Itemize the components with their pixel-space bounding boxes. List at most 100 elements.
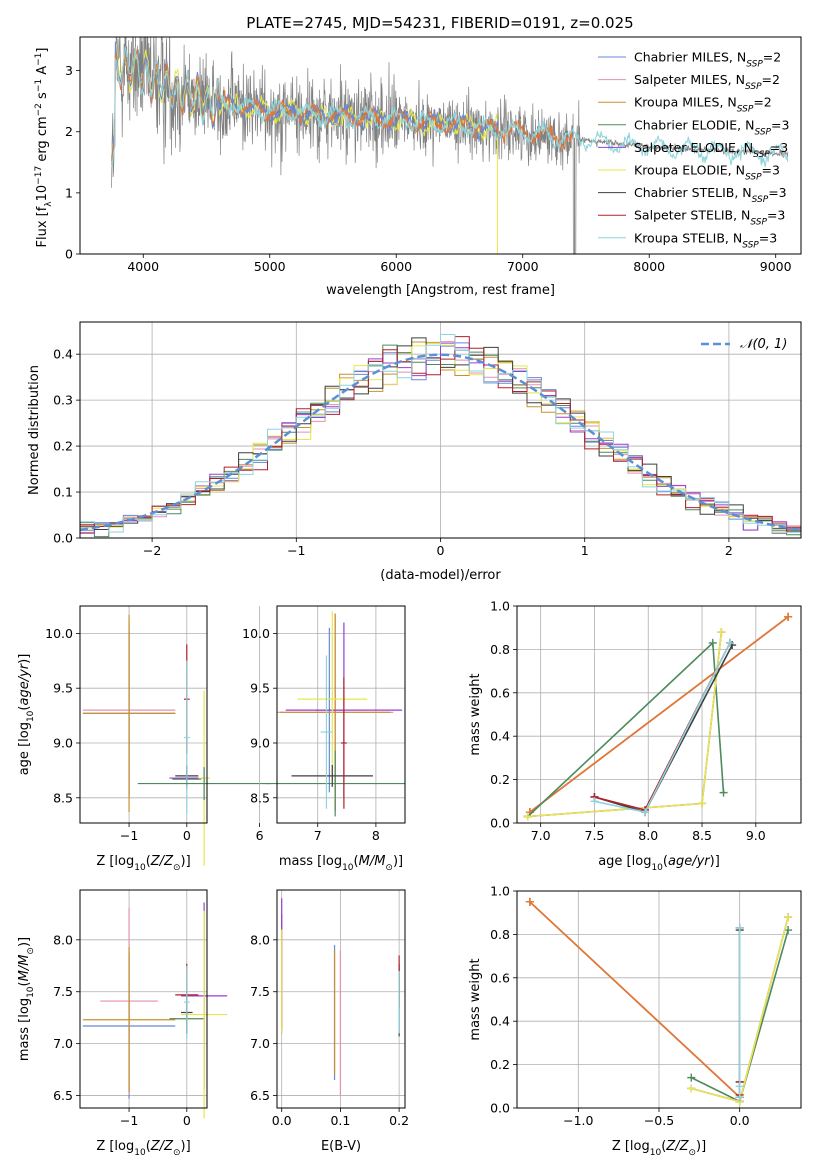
weight-line-salpeter-stelib — [590, 638, 734, 814]
weight-line-kroupa-elodie — [687, 913, 793, 1106]
x-axis-label: Z [log10(Z/Z⊙)] — [96, 1139, 190, 1158]
weight-marker — [698, 799, 707, 808]
x-axis-label: mass [log10(M/M⊙)] — [279, 854, 403, 873]
weight-path — [529, 901, 741, 1098]
y-tick-label: 9.5 — [250, 681, 270, 696]
errorbar-kroupa-miles — [82, 614, 176, 813]
x-tick-label: 4000 — [127, 259, 159, 274]
y-tick-label: 0.0 — [53, 531, 73, 546]
plot-area-weight_vs_Z — [525, 897, 793, 1106]
x-tick-label: 0 — [183, 1113, 191, 1128]
y-tick-label: 7.0 — [250, 1036, 270, 1051]
x-tick-label: 9.0 — [746, 828, 766, 843]
y-tick-label: 0.6 — [490, 970, 510, 985]
weight-marker — [523, 812, 532, 821]
y-tick-label: 8.5 — [250, 790, 270, 805]
weight-marker — [525, 897, 534, 906]
panel-age_vs_Z: −1 0 8.5 9.0 9.5 10.0 Z [log10(Z/Z⊙)] age [log1… — [17, 605, 271, 873]
plot-area-residuals — [79, 334, 802, 538]
y-axis-label: Normed distribution — [27, 365, 42, 495]
y-tick-label: 1.0 — [490, 884, 510, 899]
y-tick-label: 0.2 — [490, 1057, 510, 1072]
y-tick-label: 9.0 — [250, 735, 270, 750]
x-axis-label: (data-model)/error — [380, 568, 501, 583]
weight-line-kroupa-elodie — [523, 628, 726, 821]
errorbar-kroupa-stelib — [183, 660, 190, 815]
plot-area-spectrum — [111, 37, 789, 254]
spectrum-traces — [111, 37, 789, 254]
axes-frame — [276, 889, 406, 1109]
weight-line-kroupa-stelib — [735, 923, 744, 1102]
x-tick-label: 7000 — [507, 259, 539, 274]
errorbar-kroupa-stelib — [320, 655, 333, 809]
y-axis-label: Flux [fλ10−17 erg cm−2 s−1 A−1] — [34, 48, 54, 248]
weight-marker — [726, 638, 734, 647]
weight-marker — [784, 913, 793, 922]
x-tick-label: 2 — [725, 543, 733, 558]
y-tick-label: 0.0 — [490, 816, 510, 831]
y-tick-label: 6.5 — [250, 1088, 270, 1103]
x-tick-label: 7.0 — [531, 828, 551, 843]
x-tick-label: 7 — [314, 828, 322, 843]
weight-marker — [687, 1084, 696, 1093]
y-tick-label: 0 — [65, 247, 73, 262]
weight-path — [594, 642, 731, 811]
errorbar-salpeter-stelib — [341, 677, 347, 809]
y-tick-label: 0.2 — [53, 439, 73, 454]
legend-label-kroupa-stelib: Kroupa STELIB, NSSP=3 — [634, 230, 777, 250]
weight-marker — [735, 1093, 744, 1102]
panel-mass_vs_ebv: 0.0 0.1 0.2 6.5 7.0 7.5 8.0 E(B-V) — [250, 889, 409, 1154]
legend-label-salpeter-miles: Salpeter MILES, NSSP=2 — [634, 72, 780, 92]
x-tick-label: −1 — [120, 828, 138, 843]
weight-marker — [590, 797, 599, 806]
y-axis-label: mass weight — [468, 958, 483, 1040]
errorbar-kroupa-miles — [82, 947, 176, 1093]
axes-frame — [276, 605, 406, 824]
weight-line-kroupa-stelib — [590, 638, 734, 817]
errorbar-chabrier-elodie — [265, 750, 405, 817]
figure-title: PLATE=2745, MJD=54231, FIBERID=0191, z=0… — [246, 14, 633, 32]
plot-area-age_vs_Z — [82, 614, 271, 866]
y-tick-label: 0.2 — [490, 772, 510, 787]
legend-label-normal: 𝒩(0, 1) — [740, 337, 787, 352]
x-tick-label: 0 — [437, 543, 445, 558]
weight-marker — [641, 808, 650, 817]
errorbar-kroupa-elodie — [297, 611, 368, 787]
y-tick-label: 9.5 — [53, 681, 73, 696]
x-tick-label: 7.5 — [585, 828, 605, 843]
y-tick-label: 1.0 — [490, 599, 510, 614]
y-tick-label: 0.3 — [53, 393, 73, 408]
x-axis-label: age [log10(age/yr)] — [598, 854, 720, 873]
y-tick-label: 0.0 — [490, 1101, 510, 1116]
plot-area-weight_vs_age — [523, 612, 793, 821]
x-tick-label: 0.0 — [272, 1113, 292, 1128]
y-axis-label: age [log10(age/yr)] — [17, 654, 36, 776]
errorbar-kroupa-elodie — [181, 910, 228, 1119]
panel-weight_vs_age: 7.0 7.5 8.0 8.5 9.0 0.0 0.2 0.4 0.6 0.8 1.0 age [lo… — [468, 599, 802, 873]
x-tick-label: 0.1 — [330, 1113, 350, 1128]
axes-frame — [516, 605, 802, 824]
legend-label-chabrier-stelib: Chabrier STELIB, NSSP=3 — [634, 185, 787, 205]
legend-label-chabrier-elodie: Chabrier ELODIE, NSSP=3 — [634, 117, 789, 137]
legend-label-chabrier-miles: Chabrier MILES, NSSP=2 — [634, 50, 781, 70]
y-tick-label: 7.0 — [53, 1036, 73, 1051]
x-tick-label: −2 — [143, 543, 161, 558]
y-tick-label: 0.8 — [490, 642, 510, 657]
y-tick-label: 10.0 — [45, 626, 73, 641]
y-tick-label: 2 — [65, 124, 73, 139]
model-spectrum-kroupa-stelib — [111, 46, 789, 168]
weight-marker — [784, 612, 793, 621]
y-tick-label: 8.0 — [250, 932, 270, 947]
axes-frame — [79, 36, 802, 255]
x-tick-label: 9000 — [760, 259, 792, 274]
model-spectrum-chabrier-miles — [111, 41, 498, 159]
y-tick-label: 0.6 — [490, 685, 510, 700]
x-tick-label: 0.2 — [389, 1113, 409, 1128]
panel-residuals: −2 −1 0 1 2 0.0 0.1 0.2 0.3 0.4 (data-model)/error… — [27, 321, 802, 583]
weight-marker — [687, 1073, 696, 1082]
y-tick-label: 0.8 — [490, 927, 510, 942]
x-tick-label: −1 — [120, 1113, 138, 1128]
y-tick-label: 0.4 — [53, 347, 73, 362]
